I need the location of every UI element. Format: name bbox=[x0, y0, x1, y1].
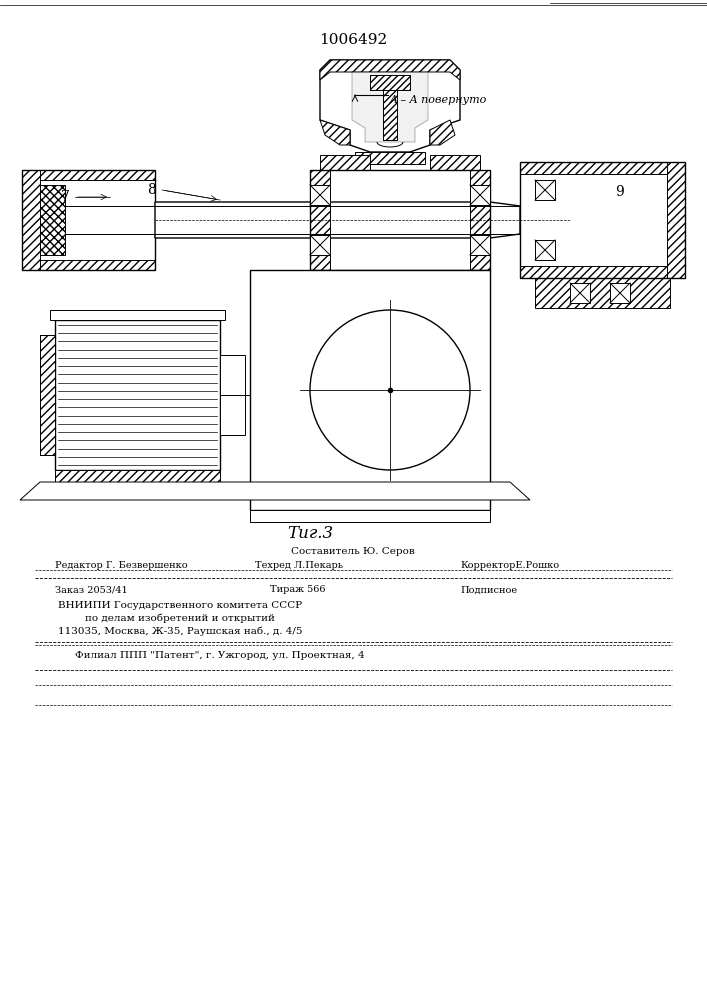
Bar bbox=[370, 75, 410, 90]
FancyBboxPatch shape bbox=[65, 206, 155, 234]
Polygon shape bbox=[155, 202, 520, 238]
Bar bbox=[22, 170, 155, 270]
FancyBboxPatch shape bbox=[250, 510, 490, 522]
Text: по делам изобретений и открытий: по делам изобретений и открытий bbox=[85, 613, 275, 623]
Text: 113035, Москва, Ж-35, Раушская наб., д. 4/5: 113035, Москва, Ж-35, Раушская наб., д. … bbox=[58, 626, 303, 636]
Text: Филиал ППП "Патент", г. Ужгород, ул. Проектная, 4: Филиал ППП "Патент", г. Ужгород, ул. Про… bbox=[75, 650, 365, 660]
Text: Τиг.3: Τиг.3 bbox=[287, 524, 333, 542]
Bar bbox=[40, 335, 55, 455]
Bar bbox=[520, 266, 685, 278]
Bar bbox=[570, 283, 590, 303]
Bar bbox=[320, 155, 370, 170]
Bar bbox=[470, 185, 490, 205]
Bar bbox=[250, 270, 490, 510]
Bar bbox=[383, 90, 397, 140]
Bar bbox=[220, 355, 245, 435]
Bar bbox=[470, 170, 490, 270]
Polygon shape bbox=[320, 120, 350, 145]
Bar bbox=[610, 283, 630, 303]
Bar bbox=[310, 235, 330, 255]
Text: Подписное: Подписное bbox=[460, 585, 517, 594]
Bar bbox=[22, 260, 155, 270]
Bar bbox=[520, 162, 685, 278]
Text: 9: 9 bbox=[616, 185, 624, 199]
Bar bbox=[535, 278, 670, 308]
Text: ВНИИПИ Государственного комитета СССР: ВНИИПИ Государственного комитета СССР bbox=[58, 600, 302, 609]
Text: A – A повернуто: A – A повернуто bbox=[390, 95, 487, 105]
Bar bbox=[40, 335, 55, 455]
Bar bbox=[430, 155, 480, 170]
Bar bbox=[535, 240, 555, 260]
Polygon shape bbox=[430, 120, 455, 145]
Bar bbox=[470, 235, 490, 255]
Bar bbox=[22, 170, 155, 180]
Text: Заказ 2053/41: Заказ 2053/41 bbox=[55, 585, 128, 594]
Text: Техред Л.Пекарь: Техред Л.Пекарь bbox=[255, 560, 343, 570]
Bar bbox=[310, 170, 490, 270]
Bar bbox=[50, 310, 225, 320]
Bar bbox=[22, 170, 40, 270]
Text: 7: 7 bbox=[61, 190, 69, 204]
Bar bbox=[40, 185, 65, 255]
Ellipse shape bbox=[225, 370, 245, 420]
FancyBboxPatch shape bbox=[370, 75, 410, 90]
Text: Редактор Г. Безвершенко: Редактор Г. Безвершенко bbox=[55, 560, 187, 570]
Polygon shape bbox=[352, 72, 428, 142]
Text: Тираж 566: Тираж 566 bbox=[270, 585, 325, 594]
Bar bbox=[310, 170, 330, 270]
FancyBboxPatch shape bbox=[383, 90, 397, 140]
Polygon shape bbox=[20, 482, 530, 500]
Text: КорректорЕ.Рошко: КорректорЕ.Рошко bbox=[460, 560, 559, 570]
Polygon shape bbox=[320, 60, 460, 152]
Text: 1006492: 1006492 bbox=[319, 33, 387, 47]
Bar bbox=[55, 320, 220, 470]
Bar bbox=[55, 470, 220, 482]
Text: 8: 8 bbox=[148, 183, 156, 197]
Text: Составитель Ю. Серов: Составитель Ю. Серов bbox=[291, 548, 415, 556]
Bar bbox=[355, 152, 425, 164]
Bar bbox=[535, 180, 555, 200]
Polygon shape bbox=[320, 60, 460, 80]
Bar bbox=[520, 162, 685, 174]
Bar bbox=[310, 185, 330, 205]
Bar bbox=[667, 162, 685, 278]
